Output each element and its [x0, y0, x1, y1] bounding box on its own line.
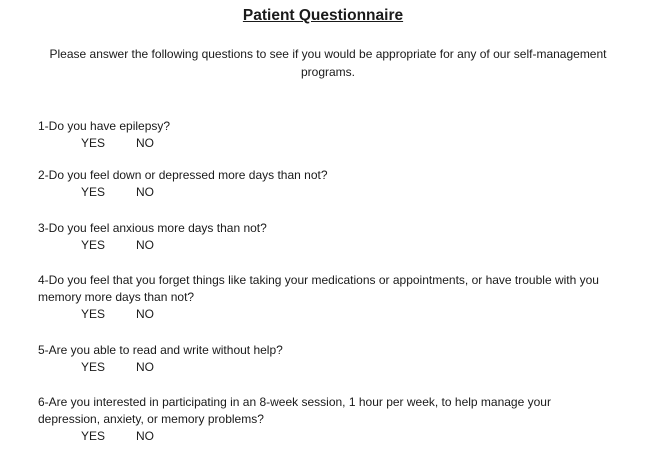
question-6: 6-Are you interested in participating in… — [38, 394, 608, 445]
question-text: 6-Are you interested in participating in… — [38, 395, 551, 426]
no-option[interactable]: NO — [136, 136, 154, 150]
question-1: 1-Do you have epilepsy? YES NO — [38, 118, 608, 152]
yes-option[interactable]: YES — [81, 136, 106, 150]
question-3: 3-Do you feel anxious more days than not… — [38, 220, 608, 254]
question-text: 2-Do you feel down or depressed more day… — [38, 168, 328, 182]
question-4: 4-Do you feel that you forget things lik… — [38, 272, 608, 323]
question-2: 2-Do you feel down or depressed more day… — [38, 167, 608, 201]
yes-option[interactable]: YES — [81, 429, 106, 443]
question-text: 4-Do you feel that you forget things lik… — [38, 273, 599, 304]
no-option[interactable]: NO — [136, 238, 154, 252]
intro-text: Please answer the following questions to… — [49, 47, 607, 79]
question-text: 1-Do you have epilepsy? — [38, 119, 171, 133]
page-title: Patient Questionnaire — [242, 7, 404, 24]
question-5: 5-Are you able to read and write without… — [38, 342, 608, 376]
question-text: 3-Do you feel anxious more days than not… — [38, 221, 267, 235]
yes-option[interactable]: YES — [81, 185, 106, 199]
question-text: 5-Are you able to read and write without… — [38, 343, 283, 357]
no-option[interactable]: NO — [136, 307, 154, 321]
yes-option[interactable]: YES — [81, 238, 106, 252]
no-option[interactable]: NO — [136, 429, 154, 443]
no-option[interactable]: NO — [136, 185, 154, 199]
yes-option[interactable]: YES — [81, 360, 106, 374]
yes-option[interactable]: YES — [81, 307, 106, 321]
no-option[interactable]: NO — [136, 360, 154, 374]
